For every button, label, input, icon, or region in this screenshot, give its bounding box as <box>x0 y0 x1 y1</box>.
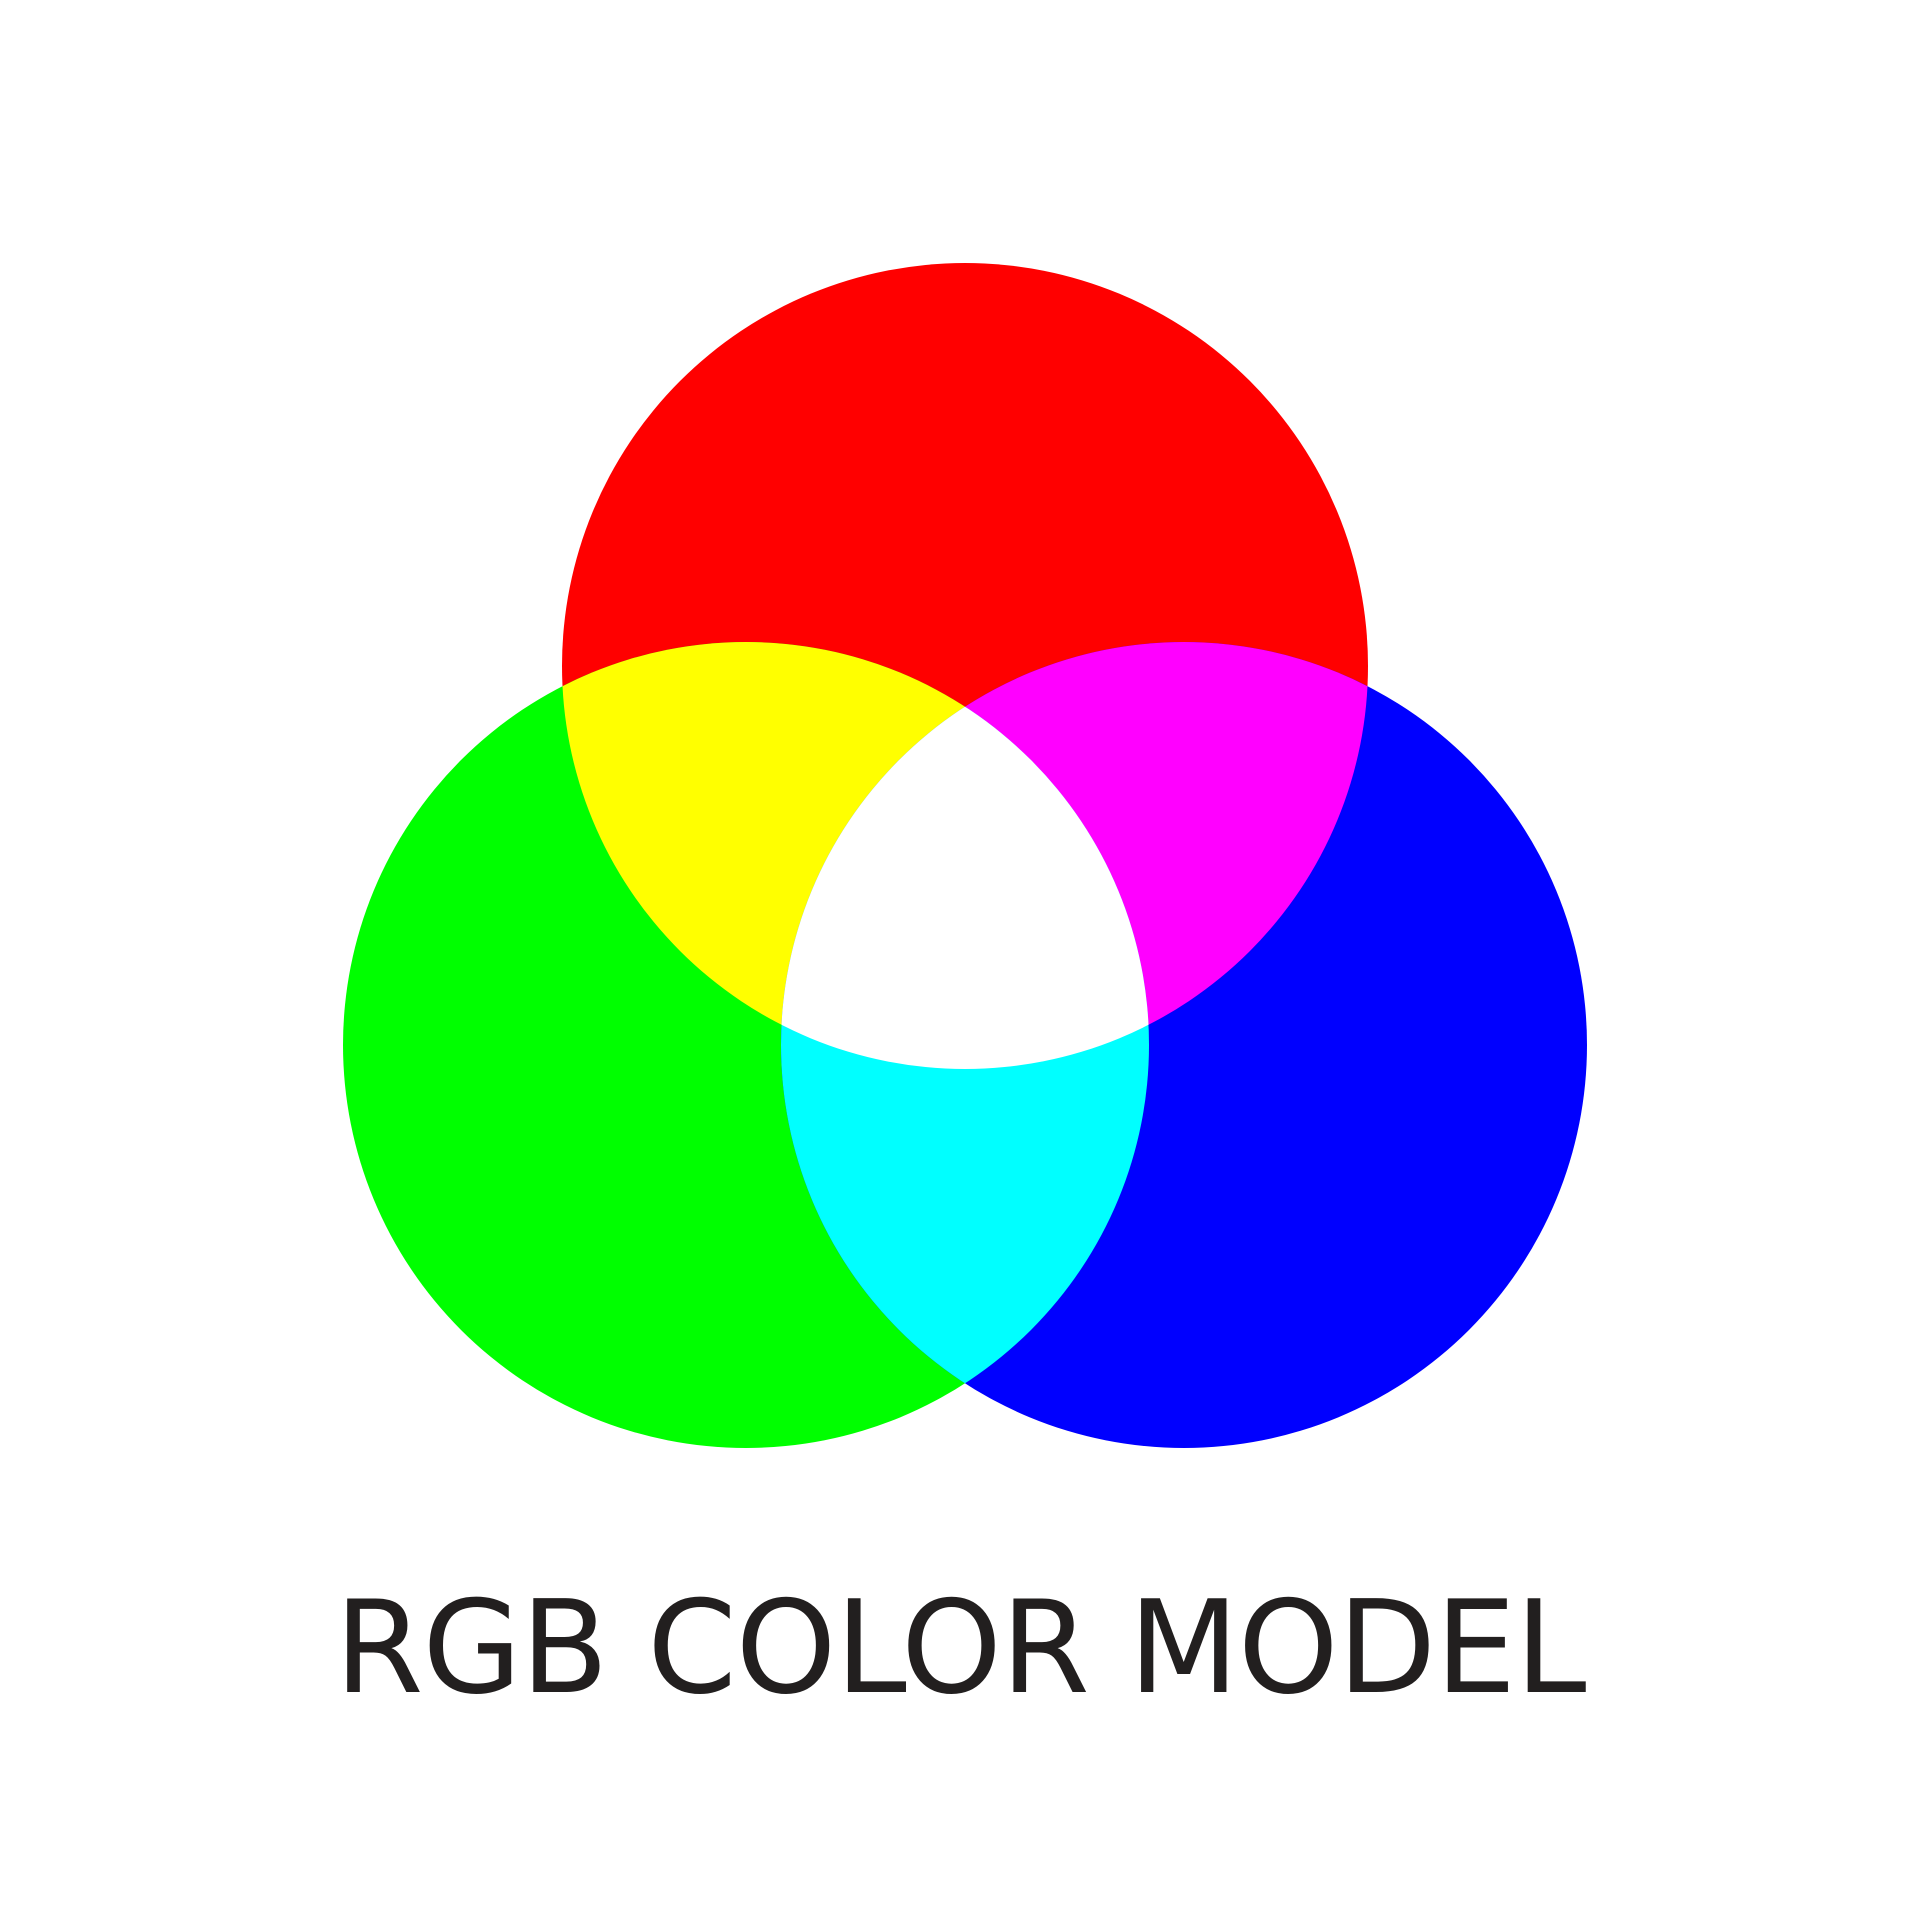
white-center <box>781 642 1149 1069</box>
diagram-title: RGB COLOR MODEL <box>334 1574 1587 1723</box>
